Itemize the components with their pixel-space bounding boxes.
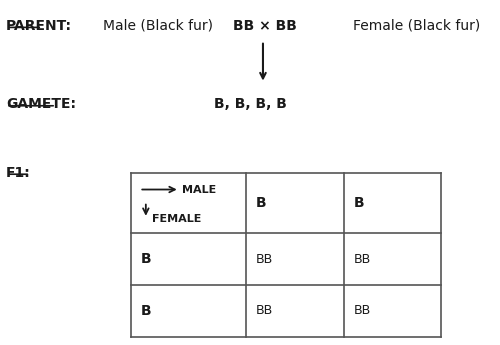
Text: GAMETE:: GAMETE:: [6, 97, 76, 111]
Text: B: B: [256, 196, 266, 210]
Text: MALE: MALE: [182, 185, 216, 195]
Text: Male (Black fur): Male (Black fur): [103, 19, 213, 32]
Text: FEMALE: FEMALE: [152, 214, 202, 224]
Text: BB × BB: BB × BB: [233, 19, 297, 32]
Text: B: B: [141, 304, 152, 318]
Text: PARENT:: PARENT:: [6, 19, 72, 32]
Text: BB: BB: [354, 253, 371, 266]
Text: Female (Black fur): Female (Black fur): [353, 19, 480, 32]
Text: B, B, B, B: B, B, B, B: [214, 97, 287, 111]
Text: B: B: [141, 252, 152, 266]
Text: BB: BB: [354, 304, 371, 317]
Text: BB: BB: [256, 253, 273, 266]
Text: F1:: F1:: [6, 166, 31, 180]
Text: B: B: [354, 196, 364, 210]
Text: BB: BB: [256, 304, 273, 317]
